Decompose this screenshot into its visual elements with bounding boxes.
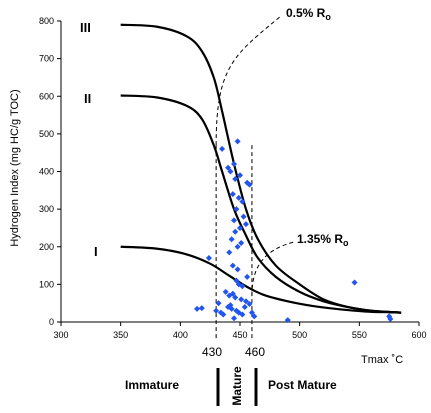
data-point: [229, 262, 236, 269]
data-point: [233, 206, 240, 213]
zone-post-mature: Post Mature: [268, 378, 337, 392]
x-tick-label: 350: [113, 330, 128, 340]
x-tick-label: 400: [173, 330, 188, 340]
data-point: [231, 160, 238, 167]
data-point: [351, 279, 358, 286]
data-point: [244, 273, 251, 280]
curve-ii: [120, 94, 402, 314]
data-point: [284, 317, 291, 324]
data-point: [232, 294, 239, 301]
data-point: [239, 283, 246, 290]
data-point: [231, 217, 238, 224]
x-tick-label: 500: [292, 330, 307, 340]
x-axis-title: Tmax ˚C: [361, 354, 403, 366]
data-point: [233, 277, 240, 284]
ro-lines: [215, 15, 295, 340]
x-tick-label: 550: [352, 330, 367, 340]
data-point: [248, 309, 255, 316]
y-tick-label: 0: [49, 317, 54, 327]
tmax-label-460: 460: [245, 345, 265, 359]
data-point: [246, 181, 253, 188]
y-tick-label: 600: [39, 91, 54, 101]
zone-mature: Mature: [230, 366, 244, 406]
data-point: [242, 221, 249, 228]
x-tick-label: 450: [232, 330, 247, 340]
data-point: [229, 290, 236, 297]
data-point: [215, 300, 222, 307]
data-point: [238, 239, 245, 246]
data-points: [194, 138, 394, 324]
ro-label-05: 0.5% Ro: [286, 6, 331, 22]
data-point: [239, 311, 246, 318]
data-point: [219, 145, 226, 152]
data-point: [387, 315, 394, 322]
data-point: [232, 228, 239, 235]
ro-label-135-text: 1.35% R: [297, 232, 343, 246]
y-tick-label: 700: [39, 54, 54, 64]
tmax-label-430: 430: [202, 345, 222, 359]
data-point: [205, 255, 212, 262]
data-point: [237, 172, 243, 179]
ro-label-05-sub: o: [325, 12, 331, 22]
y-tick-label: 500: [39, 129, 54, 139]
data-point: [234, 138, 241, 145]
ro-leader-05: [215, 15, 282, 146]
data-point: [198, 305, 205, 312]
maturation-curves: [120, 23, 402, 314]
curve-i: [120, 245, 402, 314]
y-axis-title: Hydrogen Index (mg HC/g TOC): [9, 89, 21, 246]
data-point: [194, 305, 201, 312]
x-tick-label: 300: [53, 330, 68, 340]
data-point: [246, 300, 253, 307]
ro-leader-135: [251, 241, 295, 296]
ro-label-05-text: 0.5% R: [286, 6, 326, 20]
y-tick-label: 300: [39, 204, 54, 214]
data-point: [238, 296, 245, 303]
zone-immature: Immature: [125, 378, 179, 392]
data-point: [232, 176, 239, 183]
data-point: [241, 303, 248, 310]
data-point: [227, 302, 234, 309]
curve-label-iii: III: [80, 20, 91, 35]
ro-label-135-sub: o: [343, 238, 349, 248]
data-point: [231, 315, 238, 322]
data-point: [237, 224, 243, 231]
data-point: [213, 307, 220, 314]
data-point: [222, 288, 229, 295]
data-point: [229, 191, 236, 198]
data-point: [251, 313, 258, 320]
axes: 0 100 200 300 400 500 600 700 800 300 350 400 450 500…: [39, 16, 427, 340]
y-tick-label: 800: [39, 16, 54, 26]
data-point: [225, 164, 232, 171]
curve-label-ii: II: [84, 91, 91, 106]
y-tick-label: 200: [39, 242, 54, 252]
curve-label-i: I: [94, 244, 98, 259]
data-point: [235, 194, 242, 201]
data-point: [220, 311, 227, 318]
data-point: [226, 249, 233, 256]
y-tick-label: 100: [39, 279, 54, 289]
y-tick-label: 400: [39, 167, 54, 177]
data-point: [234, 243, 241, 250]
data-point: [227, 168, 234, 175]
data-point: [240, 213, 247, 220]
ro-label-135: 1.35% Ro: [297, 232, 349, 248]
data-point: [234, 266, 241, 273]
data-point: [242, 298, 249, 305]
data-point: [228, 236, 235, 243]
x-tick-label: 600: [411, 330, 426, 340]
curve-iii: [120, 23, 402, 314]
data-point: [239, 198, 246, 205]
